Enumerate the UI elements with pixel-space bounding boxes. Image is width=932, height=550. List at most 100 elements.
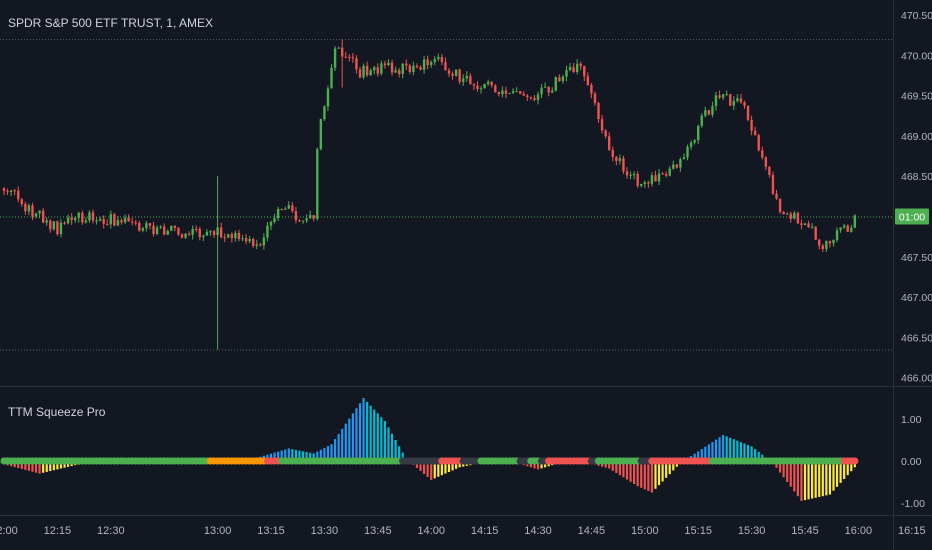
momentum-bar [536,461,540,470]
candle-body [786,213,789,215]
candle-body [721,94,725,98]
momentum-bar [291,449,294,461]
momentum-bar [640,461,643,488]
candle-body [66,217,70,224]
momentum-bar [668,461,671,475]
candle-body [63,222,66,224]
candle-body [408,65,412,73]
momentum-bar [355,408,358,461]
momentum-bar [422,461,426,474]
candle-body [191,228,194,235]
candle-body [451,73,454,76]
candle-body [280,208,283,210]
candle-body [426,59,429,66]
candle-body [643,182,646,184]
candle-body [771,174,775,194]
candle-body [764,157,768,167]
candle-body [430,62,433,66]
momentum-bar [850,461,853,472]
momentum-bar [444,461,447,474]
momentum-bar [362,398,365,461]
candle-body [807,223,810,228]
momentum-histogram[interactable] [2,398,856,501]
indicator-axis[interactable]: 1.00 0.00 -1.00 [901,414,925,510]
candle-body [145,223,148,229]
time-tick-label: 12:30 [97,525,125,537]
candle-body [138,222,141,231]
momentum-bar [814,461,817,498]
candle-body [753,130,757,136]
candle-body [383,63,387,66]
indicator-title[interactable]: TTM Squeeze Pro [8,405,106,419]
candle-body [387,62,390,66]
candle-body [109,214,112,225]
candle-body [533,97,536,100]
candle-body [45,220,48,223]
candle-body [415,65,419,68]
momentum-bar [309,452,312,461]
candle-body [454,69,458,76]
momentum-bar [540,461,543,469]
momentum-bar [56,461,59,470]
candle-body [575,63,579,73]
candle-body [419,67,422,70]
momentum-bar [447,461,451,473]
candle-body [91,212,95,221]
candle-body [259,244,262,246]
candle-body [337,47,340,49]
candle-body [640,183,643,186]
candle-body [850,227,853,232]
momentum-bar [732,439,735,461]
time-tick-label: 13:30 [311,525,339,537]
momentum-bar [430,461,433,480]
candle-body [707,110,711,115]
momentum-bar [373,409,376,461]
candle-body [586,76,590,85]
candle-body [326,88,330,107]
candle-body [166,230,169,235]
candle-body [106,223,109,225]
momentum-bar [59,461,63,469]
candle-body [611,150,614,158]
momentum-bar [757,451,760,461]
candle-body [825,241,828,250]
momentum-bar [455,461,458,469]
candle-body [394,70,397,73]
candle-body [17,190,20,200]
candle-body [13,190,16,192]
candle-body [736,98,739,101]
candle-body [832,240,835,244]
candle-body [803,223,807,225]
time-tick-label: 15:00 [631,525,659,537]
momentum-bar [298,450,301,461]
price-axis[interactable]: 470.50 470.00 469.50 469.00 468.50 467.50 467.… [901,10,932,385]
momentum-bar [358,403,362,461]
time-axis[interactable]: 12:00 12:15 12:30 13:00 13:15 13:30 13:45 14:00… [0,525,926,537]
momentum-bar [437,461,440,477]
time-tick-label: 14:15 [471,525,499,537]
momentum-bar [269,453,273,461]
candle-body [362,65,365,78]
momentum-bar [835,461,839,487]
candle-body [579,63,582,67]
candle-body [52,221,56,230]
symbol-title[interactable]: SPDR S&P 500 ETF TRUST, 1, AMEX [8,16,213,30]
candlestick-series[interactable] [2,39,857,350]
candle-body [504,90,508,94]
candle-body [543,86,547,88]
candle-body [757,135,760,151]
momentum-bar [754,449,757,461]
candle-body [20,199,23,205]
candle-body [540,87,543,95]
candle-body [412,65,415,73]
candle-body [81,212,84,223]
candle-body [561,76,565,82]
candle-body [84,220,88,223]
candle-body [209,231,212,233]
candle-body [618,158,622,161]
indicator-tick-label: -1.00 [901,498,925,510]
candle-body [95,220,98,222]
momentum-bar [323,447,326,461]
candle-body [269,221,273,226]
